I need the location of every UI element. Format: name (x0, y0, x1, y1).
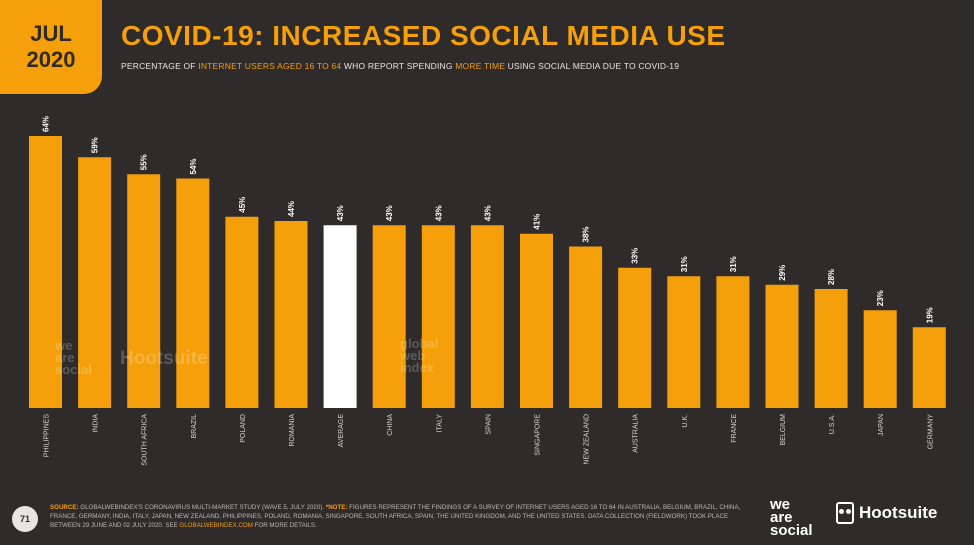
category-label: CHINA (387, 414, 394, 436)
category-label: BRAZIL (191, 414, 198, 439)
bar-france (716, 276, 750, 408)
category-label: U.S.A. (829, 414, 836, 434)
category-label: AUSTRALIA (633, 414, 640, 453)
watermark-word: global (400, 336, 439, 351)
category-label: GERMANY (927, 414, 934, 450)
value-label: 33% (631, 248, 640, 264)
footer-source: SOURCE: GLOBALWEBINDEX'S CORONAVIRUS MUL… (50, 503, 750, 530)
value-label: 43% (483, 205, 492, 221)
bar-u-k (667, 276, 701, 408)
category-label: ROMANIA (289, 414, 296, 447)
logo-word: we (770, 496, 791, 513)
value-label: 43% (434, 205, 443, 221)
category-label: SOUTH AFRICA (142, 414, 149, 466)
logo-word: are (770, 509, 793, 526)
category-label: FRANCE (731, 414, 738, 443)
hootsuite-logo: Hootsuite (836, 502, 937, 524)
note-text: FIGURES REPRESENT THE FINDINGS OF A SURV… (50, 504, 741, 529)
category-label: AVERAGE (338, 414, 345, 448)
hootsuite-watermark: Hootsuite (120, 348, 208, 369)
bar-germany (912, 327, 946, 408)
category-label: NEW ZEALAND (584, 414, 591, 465)
value-label: 31% (729, 256, 738, 272)
value-label: 54% (189, 158, 198, 174)
source-text: GLOBALWEBINDEX'S CORONAVIRUS MULTI-MARKE… (78, 504, 326, 511)
source-label: SOURCE: (50, 504, 79, 511)
category-label: JAPAN (878, 414, 885, 436)
value-label: 59% (91, 137, 100, 153)
bar-philippines (29, 136, 62, 408)
category-label: BELGIUM (780, 414, 787, 446)
bar-italy (421, 225, 455, 408)
date-badge: JUL 2020 (0, 0, 102, 94)
value-label: 28% (827, 269, 836, 285)
gwi-watermark: global web index (400, 336, 439, 375)
value-label: 55% (140, 154, 149, 170)
bar-average (323, 225, 357, 408)
bar-australia (618, 267, 652, 408)
watermark-word: index (400, 360, 434, 375)
category-label: PHILIPPINES (44, 414, 51, 458)
note-label: *NOTE: (325, 504, 348, 511)
watermark-word: web (400, 348, 426, 363)
subtitle-highlight: INTERNET USERS AGED 16 TO 64 (198, 61, 342, 71)
bar-japan (863, 310, 897, 408)
subtitle-part: PERCENTAGE OF (121, 61, 199, 71)
watermark-word: are (55, 350, 75, 365)
owl-icon (836, 502, 854, 524)
page-subtitle: PERCENTAGE OF INTERNET USERS AGED 16 TO … (121, 61, 679, 71)
watermark-word: we (55, 338, 73, 353)
bar-new-zealand (569, 246, 603, 408)
footer-tail: FOR MORE DETAILS. (252, 522, 317, 529)
badge-year: 2020 (26, 47, 76, 72)
bar-brazil (176, 178, 210, 408)
bar-singapore (520, 233, 553, 408)
bar-south-africa (127, 174, 161, 408)
value-label: 29% (778, 265, 787, 281)
value-label: 64% (42, 116, 51, 132)
value-label: 45% (238, 197, 247, 213)
value-label: 43% (336, 205, 345, 221)
value-label: 43% (385, 205, 394, 221)
page-number: 71 (12, 506, 38, 532)
bar-romania (274, 221, 308, 408)
bar-spain (470, 225, 504, 408)
watermark-word: social (55, 362, 92, 377)
bar-belgium (765, 284, 799, 408)
value-label: 19% (925, 307, 934, 323)
value-label: 31% (680, 256, 689, 272)
value-label: 44% (287, 201, 296, 217)
category-label: U.K. (682, 414, 689, 428)
wearesocial-logo: we are social (770, 496, 813, 539)
category-label: SPAIN (485, 414, 492, 435)
value-label: 41% (533, 214, 542, 230)
category-label: ITALY (436, 414, 443, 433)
bar-u-s-a (814, 289, 848, 408)
value-label: 23% (876, 290, 885, 306)
category-label: INDIA (93, 414, 100, 433)
category-label: SINGAPORE (535, 414, 542, 456)
subtitle-part: WHO REPORT SPENDING (341, 61, 456, 71)
logo-word: social (770, 522, 813, 539)
subtitle-part: USING SOCIAL MEDIA DUE TO COVID-19 (505, 61, 680, 71)
category-label: POLAND (240, 414, 247, 443)
wearesocial-watermark: we are social (55, 338, 92, 377)
bar-poland (225, 216, 259, 408)
badge-month: JUL (30, 21, 72, 46)
page-title: COVID-19: INCREASED SOCIAL MEDIA USE (121, 20, 726, 51)
bar-india (78, 157, 112, 408)
bar-china (372, 225, 406, 408)
source-link[interactable]: GLOBALWEBINDEX.COM (179, 522, 253, 529)
hootsuite-logo-text: Hootsuite (859, 503, 938, 522)
subtitle-highlight: MORE TIME (455, 61, 506, 71)
value-label: 38% (582, 226, 591, 242)
